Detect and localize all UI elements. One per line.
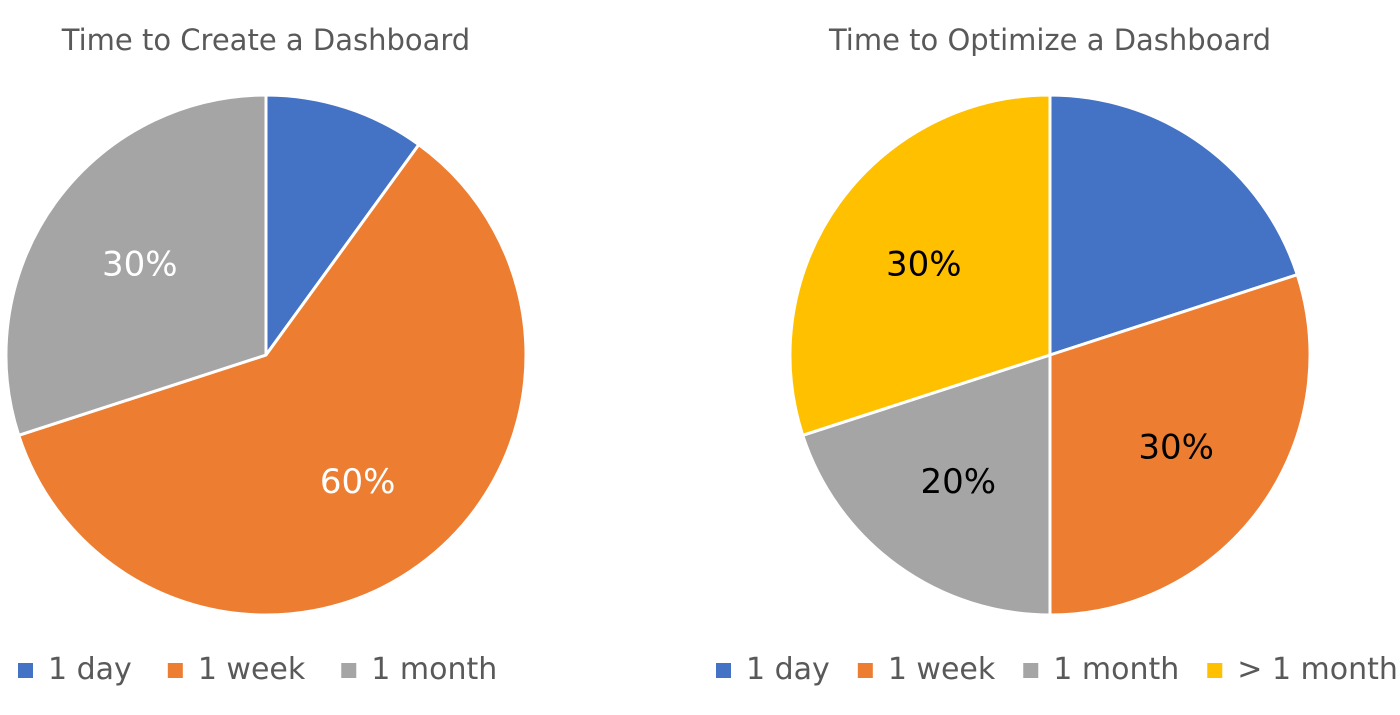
pie-slice-1-month <box>4 93 268 437</box>
legend-label: > 1 month <box>1237 652 1398 687</box>
legend-item: 1 week <box>167 652 306 687</box>
legend-label: 1 week <box>198 652 306 687</box>
legend-swatch <box>167 663 183 678</box>
legend-label: 1 month <box>1053 652 1179 687</box>
legend-label: 1 month <box>371 652 497 687</box>
legend-label: 1 day <box>746 652 830 687</box>
legend: 1 day 1 week 1 month <box>18 652 497 687</box>
chart-title: Time to Create a Dashboard <box>61 23 470 57</box>
data-label: 30% <box>886 244 962 284</box>
pie-slices <box>4 93 528 617</box>
create-dashboard-pie-chart: Time to Create a Dashboard 60%30% 1 day 1… <box>4 23 528 687</box>
pie-slices <box>788 93 1312 617</box>
pie-slice-1-week <box>17 143 528 617</box>
pie-slice-1-month <box>801 353 1052 617</box>
pie-data-labels: 60% 30% <box>102 244 395 502</box>
pie-slice-1-week <box>1048 273 1312 617</box>
legend-swatch <box>857 663 873 678</box>
data-label: 30% <box>1138 428 1214 468</box>
legend-label: 1 week <box>888 652 996 687</box>
legend-item: 1 month <box>341 652 497 687</box>
chart-title: Time to Optimize a Dashboard <box>828 23 1271 57</box>
legend-swatch <box>18 663 33 678</box>
legend-item: 1 day <box>716 652 830 687</box>
legend-swatch <box>1023 663 1039 678</box>
legend-label: 1 day <box>48 652 132 687</box>
legend-swatch <box>1207 663 1223 678</box>
pie-data-labels: 30% 20% 30% <box>886 244 1214 502</box>
data-label: 60% <box>320 462 396 502</box>
legend: 1 day 1 week 1 month > 1 month <box>716 652 1398 687</box>
optimize-dashboard-pie-chart: Time to Optimize a Dashboard 30% 20% 30% 1… <box>716 23 1398 687</box>
data-label: 30% <box>102 244 178 284</box>
legend-item: 1 day <box>18 652 132 687</box>
pie-slice-1-day <box>1048 93 1299 357</box>
data-label: 20% <box>921 462 997 502</box>
legend-swatch <box>341 663 357 678</box>
legend-swatch <box>716 663 731 678</box>
pie-slice-1-month <box>788 93 1052 437</box>
legend-item: 1 month <box>1023 652 1179 687</box>
pie-slice-1-day <box>264 93 421 357</box>
legend-item: 1 week <box>857 652 996 687</box>
legend-item: > 1 month <box>1207 652 1398 687</box>
